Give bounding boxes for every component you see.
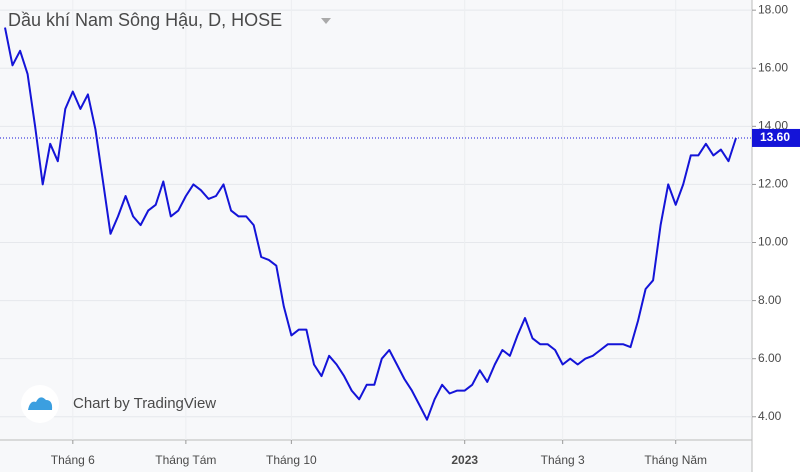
x-tick-label: Tháng 3 — [541, 453, 585, 467]
last-price-badge — [752, 128, 800, 147]
y-tick-label: 4.00 — [758, 409, 782, 423]
y-tick-label: 10.00 — [758, 235, 788, 249]
y-tick-label: 18.00 — [758, 2, 788, 16]
y-axis-panel — [752, 0, 800, 472]
x-tick-label: Tháng Tám — [155, 453, 216, 467]
x-tick-label: 2023 — [451, 453, 478, 467]
y-tick-label: 12.00 — [758, 177, 788, 191]
x-tick-label: Tháng 10 — [266, 453, 317, 467]
y-tick-label: 6.00 — [758, 351, 782, 365]
watermark-icon — [28, 397, 53, 410]
price-line — [4, 27, 737, 421]
title-dropdown[interactable] — [321, 18, 331, 24]
plot — [0, 27, 752, 421]
grid — [0, 0, 752, 440]
last-price-label: 13.60 — [760, 130, 790, 144]
watermark: Chart by TradingView — [73, 395, 216, 412]
y-tick-label: 8.00 — [758, 293, 782, 307]
x-tick-label: Tháng Năm — [644, 453, 707, 467]
watermark-badge: Chart by TradingView — [21, 385, 216, 423]
x-tick-label: Tháng 6 — [51, 453, 95, 467]
y-tick-label: 16.00 — [758, 60, 788, 74]
chart-title: Dầu khí Nam Sông Hậu, D, HOSE — [8, 10, 282, 30]
